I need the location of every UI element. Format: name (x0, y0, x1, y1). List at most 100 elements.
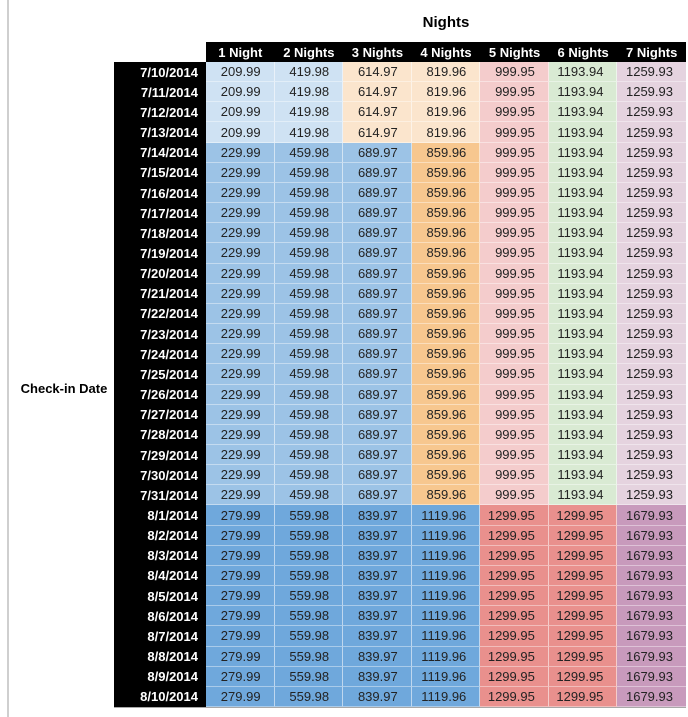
table-row: 7/26/2014 229.99 459.98 689.97 859.96 999.95 1… (114, 384, 686, 405)
price-cell: 999.95 (480, 122, 549, 143)
price-cell: 419.98 (274, 122, 344, 143)
table-row: 8/1/2014 279.99 559.98 839.97 1119.96 1299.95… (114, 505, 686, 526)
price-cell: 1259.93 (617, 203, 686, 224)
price-cell: 1193.94 (548, 424, 618, 445)
price-cell: 229.99 (206, 142, 275, 163)
price-cell: 1299.95 (480, 606, 549, 627)
checkin-date-cell: 7/22/2014 (114, 303, 206, 325)
price-cell: 1299.95 (548, 525, 618, 546)
price-cell: 1119.96 (411, 646, 481, 667)
price-cell: 1679.93 (617, 545, 686, 566)
price-cell: 999.95 (480, 243, 549, 264)
price-cell: 1299.95 (480, 646, 549, 667)
checkin-date-cell: 7/30/2014 (114, 465, 206, 486)
price-cell: 1193.94 (548, 303, 618, 325)
price-cell: 1299.95 (548, 646, 618, 667)
price-cell: 559.98 (274, 686, 344, 707)
checkin-date-cell: 8/8/2014 (114, 646, 206, 667)
price-cell: 559.98 (274, 525, 344, 546)
price-cell: 1259.93 (617, 364, 686, 385)
price-cell: 1259.93 (617, 82, 686, 103)
price-cell: 689.97 (343, 203, 412, 224)
table-title: Nights (422, 14, 470, 31)
price-cell: 229.99 (206, 223, 275, 244)
price-cell: 1193.94 (548, 404, 618, 425)
price-cell: 859.96 (411, 182, 481, 204)
price-cell: 1299.95 (548, 545, 618, 566)
price-cell: 459.98 (274, 182, 344, 204)
checkin-date-cell: 7/18/2014 (114, 223, 206, 244)
price-cell: 229.99 (206, 424, 275, 445)
price-cell: 859.96 (411, 303, 481, 325)
price-cell: 1679.93 (617, 646, 686, 667)
checkin-date-cell: 7/16/2014 (114, 182, 206, 204)
table-row: 7/31/2014 229.99 459.98 689.97 859.96 999.95 1… (114, 485, 686, 506)
table-row: 7/17/2014 229.99 459.98 689.97 859.96 999.95 1… (114, 203, 686, 224)
price-cell: 839.97 (343, 525, 412, 546)
price-cell: 459.98 (274, 162, 344, 183)
price-cell: 1299.95 (480, 666, 549, 687)
price-cell: 559.98 (274, 586, 344, 607)
price-cell: 459.98 (274, 465, 344, 486)
price-cell: 859.96 (411, 142, 481, 163)
price-cell: 689.97 (343, 444, 412, 466)
column-header: 3 Nights (351, 44, 404, 60)
price-cell: 819.96 (411, 122, 481, 143)
price-cell: 1679.93 (617, 505, 686, 526)
price-cell: 229.99 (206, 324, 275, 345)
price-cell: 229.99 (206, 243, 275, 264)
price-cell: 229.99 (206, 162, 275, 183)
price-cell: 1259.93 (617, 384, 686, 405)
price-cell: 999.95 (480, 444, 549, 466)
checkin-date-cell: 7/19/2014 (114, 243, 206, 264)
column-header: 5 Nights (488, 44, 541, 60)
price-cell: 1299.95 (548, 586, 618, 607)
price-cell: 279.99 (206, 505, 275, 526)
column-header: 6 Nights (557, 44, 609, 60)
price-cell: 279.99 (206, 606, 275, 627)
price-cell: 839.97 (343, 626, 412, 647)
price-cell: 1299.95 (548, 565, 618, 587)
price-cell: 999.95 (480, 364, 549, 385)
price-cell: 559.98 (274, 545, 344, 566)
price-cell: 229.99 (206, 384, 275, 405)
table-row: 8/4/2014 279.99 559.98 839.97 1119.96 1299.95… (114, 565, 686, 587)
price-cell: 1193.94 (548, 182, 618, 204)
price-cell: 689.97 (343, 364, 412, 385)
price-cell: 1119.96 (411, 525, 481, 546)
price-cell: 459.98 (274, 444, 344, 466)
price-cell: 819.96 (411, 62, 481, 83)
price-cell: 689.97 (343, 162, 412, 183)
price-cell: 859.96 (411, 465, 481, 486)
pricing-table-body: 7/10/2014 209.99 419.98 614.97 819.96 999.95 1… (114, 62, 686, 708)
price-cell: 1259.93 (617, 122, 686, 143)
price-cell: 614.97 (343, 62, 412, 83)
price-cell: 1259.93 (617, 263, 686, 284)
checkin-date-cell: 7/28/2014 (114, 424, 206, 445)
price-cell: 999.95 (480, 404, 549, 425)
price-cell: 839.97 (343, 646, 412, 667)
price-cell: 459.98 (274, 344, 344, 365)
price-cell: 1259.93 (617, 344, 686, 365)
table-row: 7/13/2014 209.99 419.98 614.97 819.96 999.95 1… (114, 122, 686, 143)
price-cell: 1679.93 (617, 565, 686, 587)
price-cell: 1193.94 (548, 142, 618, 163)
price-cell: 1193.94 (548, 364, 618, 385)
price-cell: 999.95 (480, 283, 549, 304)
price-cell: 999.95 (480, 344, 549, 365)
price-cell: 559.98 (274, 505, 344, 526)
price-cell: 209.99 (206, 102, 275, 123)
price-cell: 1193.94 (548, 162, 618, 183)
price-cell: 229.99 (206, 283, 275, 304)
price-cell: 279.99 (206, 586, 275, 607)
price-cell: 999.95 (480, 384, 549, 405)
price-cell: 859.96 (411, 485, 481, 506)
price-cell: 459.98 (274, 283, 344, 304)
price-cell: 1193.94 (548, 82, 618, 103)
price-cell: 559.98 (274, 626, 344, 647)
column-header: 7 Nights (626, 44, 678, 60)
price-cell: 279.99 (206, 525, 275, 546)
price-cell: 689.97 (343, 404, 412, 425)
price-cell: 999.95 (480, 485, 549, 506)
price-cell: 459.98 (274, 243, 344, 264)
